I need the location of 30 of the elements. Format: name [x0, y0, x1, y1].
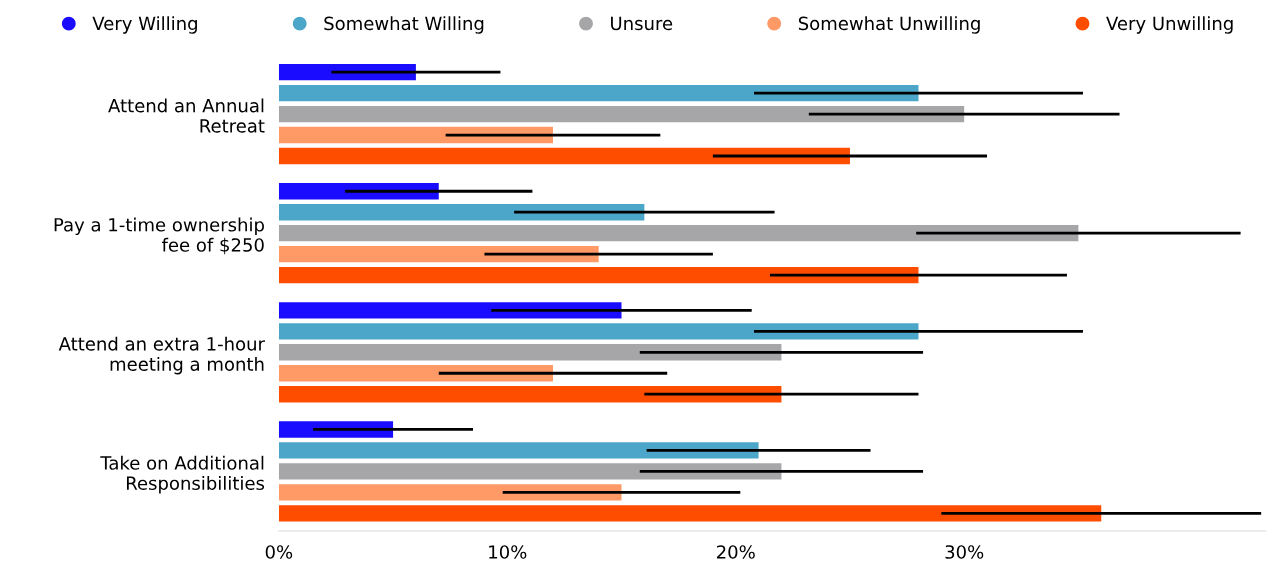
- bar: [278, 105, 965, 123]
- y-tick-label: Pay a 1-time ownership fee of $250: [54, 217, 264, 255]
- bar: [278, 204, 645, 221]
- bar: [278, 225, 1079, 242]
- bar: [278, 505, 1102, 522]
- x-tick-label: 0%: [265, 545, 293, 559]
- legend-label: Very Willing: [92, 16, 197, 34]
- bar: [278, 442, 759, 459]
- bar: [278, 266, 919, 284]
- bar: [278, 126, 553, 144]
- x-tick-label: 20%: [716, 545, 755, 559]
- bar: [278, 147, 850, 165]
- y-tick-label: Attend an Annual Retreat: [108, 98, 265, 133]
- bar: [278, 463, 782, 480]
- legend-label: Somewhat Unwilling: [798, 16, 980, 34]
- bar: [278, 302, 622, 319]
- bar: [278, 365, 553, 382]
- legend-label: Somewhat Willing: [324, 16, 484, 34]
- bar: [278, 245, 599, 263]
- bar: [278, 484, 622, 501]
- y-tick-label: Take on Additional Responsibilities: [100, 455, 265, 494]
- legend-label: Unsure: [611, 16, 673, 31]
- x-tick-label: 30%: [945, 545, 984, 559]
- bar: [278, 344, 782, 361]
- x-tick-label: 10%: [489, 545, 527, 559]
- bar: [278, 84, 919, 102]
- y-tick-label: Attend an extra 1-hour meeting a month: [58, 336, 265, 375]
- bar: [278, 386, 782, 403]
- legend-label: Very Unwilling: [1106, 16, 1233, 34]
- bar: [278, 323, 919, 340]
